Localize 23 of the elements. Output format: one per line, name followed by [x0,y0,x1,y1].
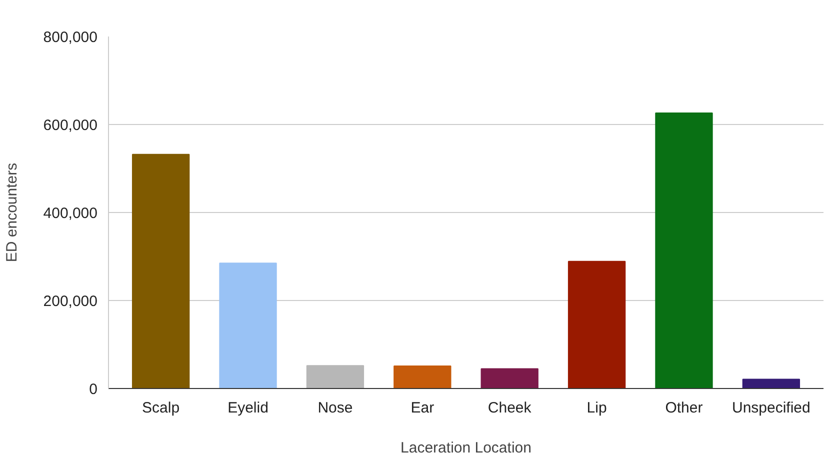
y-tick-label: 400,000 [43,205,98,222]
x-axis-title: Laceration Location [400,440,532,456]
bar [568,260,626,388]
y-axis-title: ED encounters [3,162,20,262]
bar [132,154,190,388]
y-tick-label: 600,000 [43,117,98,134]
x-tick-label: Other [665,400,703,416]
bar [480,368,538,388]
x-tick-label: Lip [586,400,607,416]
x-tick-label: Ear [410,400,434,416]
x-tick-label: Cheek [488,400,532,416]
y-tick-label: 0 [89,381,98,398]
x-tick-label: Eyelid [228,400,268,416]
bar [655,112,713,388]
bar [742,378,800,388]
y-tick-label: 200,000 [43,293,98,310]
bar [394,366,452,388]
y-tick-label: 800,000 [43,29,98,46]
x-tick-label: Nose [318,400,353,416]
x-tick-label: Unspecified [732,400,810,416]
x-tick-label: Scalp [142,400,180,416]
bar [306,365,364,388]
bar [219,262,277,388]
